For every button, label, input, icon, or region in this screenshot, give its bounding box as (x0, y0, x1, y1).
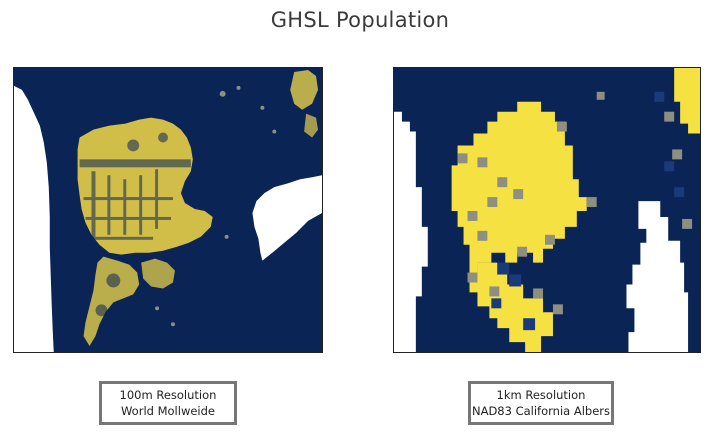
caption-100m-projection: World Mollweide (120, 404, 215, 418)
caption-1km: 1km Resolution NAD83 California Albers (468, 381, 614, 425)
sparse-settlements-100m (155, 85, 277, 327)
nodata-west (14, 85, 54, 352)
map-1km-panel (393, 67, 701, 353)
urban-texture-100m (79, 132, 191, 317)
caption-1km-projection: NAD83 California Albers (471, 404, 611, 418)
mixed-pixels-1km (457, 91, 693, 315)
caption-1km-resolution: 1km Resolution (496, 388, 586, 402)
nodata-bay (626, 201, 689, 352)
nodata-bay (252, 175, 322, 261)
urban-northeast-1km (674, 68, 700, 134)
caption-100m-resolution: 100m Resolution (119, 388, 217, 402)
caption-100m: 100m Resolution World Mollweide (99, 381, 237, 425)
nodata-west (394, 111, 428, 352)
figure-title: GHSL Population (270, 8, 450, 32)
urban-area-100m (77, 69, 319, 347)
map-100m-raster (14, 68, 322, 352)
map-100m-panel (13, 67, 323, 353)
map-1km-raster (394, 68, 700, 352)
low-density-pixels-1km (491, 91, 685, 331)
